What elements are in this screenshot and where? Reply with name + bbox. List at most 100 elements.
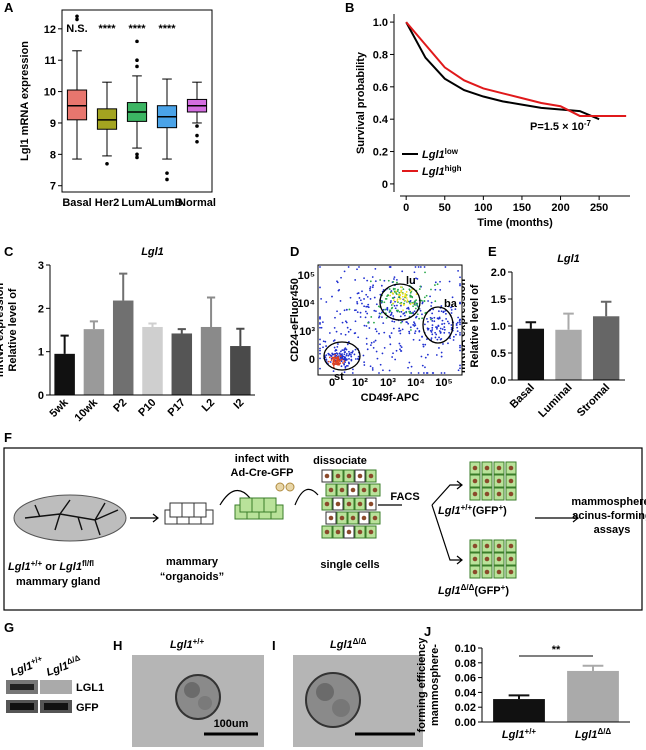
y-axis-label: Relative level of	[7, 288, 19, 371]
event-dot	[452, 339, 455, 341]
event-dot	[434, 336, 437, 339]
source-label: Lgl1+/+ or Lgl1fl/fl	[8, 559, 94, 574]
error-bar	[600, 300, 612, 317]
event-dot	[350, 353, 352, 356]
event-dot	[401, 320, 404, 323]
event-dot	[412, 305, 414, 308]
event-dot	[347, 354, 350, 357]
x-tick-label: Lgl1Δ/Δ	[575, 727, 612, 742]
event-dot	[440, 355, 443, 358]
event-dot	[369, 287, 371, 290]
event-dot	[412, 338, 415, 341]
event-dot	[388, 335, 391, 337]
event-dot	[436, 338, 439, 341]
event-dot	[369, 365, 372, 368]
event-dot	[319, 343, 321, 346]
text-run: (GFP	[474, 585, 500, 597]
event-dot	[319, 347, 321, 350]
event-dot	[389, 301, 392, 304]
event-dot	[442, 311, 445, 314]
error-bar	[206, 296, 216, 327]
event-dot	[400, 291, 402, 294]
x-tick-label: Lgl1+/+	[502, 727, 537, 742]
event-dot	[418, 339, 421, 342]
event-dot	[441, 319, 444, 322]
event-dot	[459, 346, 461, 349]
text-run: Δ/Δ	[597, 727, 611, 736]
cell-nucleus	[496, 569, 502, 575]
event-dot	[400, 346, 403, 349]
event-dot	[332, 359, 335, 362]
event-dot	[319, 266, 321, 268]
event-dot	[349, 296, 352, 299]
event-dot	[405, 311, 408, 314]
cell-nucleus	[472, 569, 478, 575]
event-dot	[395, 309, 398, 312]
cell-nucleus	[472, 465, 478, 471]
event-dot	[389, 294, 392, 297]
event-dot	[425, 294, 428, 297]
event-dot	[338, 289, 341, 291]
event-dot	[413, 310, 416, 313]
event-dot	[340, 358, 343, 361]
event-dot	[433, 316, 436, 319]
event-dot	[343, 309, 346, 312]
event-dot	[434, 284, 436, 286]
event-dot	[417, 372, 420, 374]
event-dot	[354, 320, 357, 323]
event-dot	[371, 367, 374, 369]
y-tick-label: 0.8	[373, 49, 388, 61]
cell-nucleus	[496, 556, 502, 562]
error-bar	[119, 272, 128, 301]
event-dot	[431, 326, 434, 329]
event-dot	[334, 349, 337, 352]
outlier	[165, 177, 169, 182]
event-dot	[328, 356, 331, 359]
event-dot	[430, 337, 433, 340]
event-dot	[335, 361, 338, 364]
event-dot	[341, 355, 344, 358]
event-dot	[378, 316, 380, 319]
event-dot	[366, 348, 369, 351]
event-dot	[450, 309, 453, 311]
x-tick-label: Normal	[178, 197, 216, 209]
text-run: Δ/Δ	[65, 653, 81, 666]
outlier	[105, 161, 109, 166]
event-dot	[345, 321, 348, 324]
event-dot	[375, 330, 378, 333]
event-dot	[340, 365, 343, 368]
infected-organoids	[234, 482, 295, 520]
text-run: Lgl1	[575, 729, 598, 741]
panel-label: F	[4, 430, 12, 445]
event-dot	[435, 326, 437, 328]
cell-nucleus	[372, 515, 378, 521]
event-dot	[439, 332, 442, 334]
event-dot	[393, 278, 395, 280]
event-dot	[450, 326, 453, 329]
cell-nucleus	[335, 501, 341, 507]
event-dot	[343, 270, 346, 273]
diagram-frame	[3, 447, 643, 611]
event-dot	[409, 295, 412, 298]
event-dot	[451, 296, 454, 299]
event-dot	[392, 327, 395, 330]
event-dot	[341, 349, 344, 351]
event-dot	[341, 321, 344, 324]
error-bar	[148, 322, 157, 327]
event-dot	[443, 328, 446, 331]
event-dot	[442, 343, 444, 345]
event-dot	[365, 343, 368, 345]
text-run: or	[42, 561, 59, 573]
event-dot	[336, 363, 339, 365]
y-tick-label: 1	[38, 347, 44, 359]
event-dot	[378, 372, 380, 374]
event-dot	[402, 312, 405, 315]
event-dot	[434, 288, 437, 291]
bar	[171, 333, 193, 395]
event-dot	[392, 302, 394, 305]
event-dot	[392, 315, 395, 317]
box	[66, 89, 88, 121]
event-dot	[423, 266, 426, 268]
event-dot	[356, 311, 359, 314]
event-dot	[456, 321, 459, 324]
